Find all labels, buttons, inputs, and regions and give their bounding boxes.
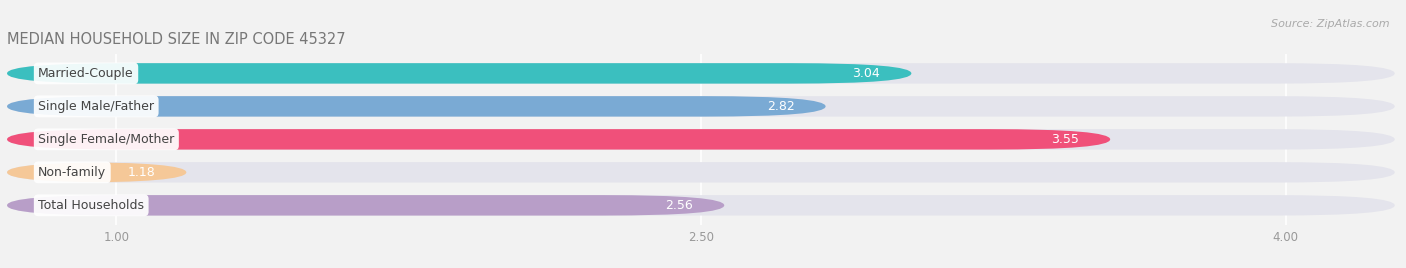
FancyBboxPatch shape [7,129,1395,150]
FancyBboxPatch shape [7,195,1395,215]
Text: Single Male/Father: Single Male/Father [38,100,155,113]
FancyBboxPatch shape [7,162,187,183]
Text: Single Female/Mother: Single Female/Mother [38,133,174,146]
Text: Source: ZipAtlas.com: Source: ZipAtlas.com [1271,19,1389,29]
Text: 1.18: 1.18 [128,166,155,179]
Text: MEDIAN HOUSEHOLD SIZE IN ZIP CODE 45327: MEDIAN HOUSEHOLD SIZE IN ZIP CODE 45327 [7,32,346,47]
Text: Total Households: Total Households [38,199,145,212]
FancyBboxPatch shape [7,96,825,117]
Text: 2.82: 2.82 [766,100,794,113]
FancyBboxPatch shape [7,129,1111,150]
FancyBboxPatch shape [7,63,911,84]
Text: 2.56: 2.56 [665,199,693,212]
FancyBboxPatch shape [7,195,724,215]
Text: 3.55: 3.55 [1052,133,1078,146]
FancyBboxPatch shape [7,96,1395,117]
FancyBboxPatch shape [7,63,1395,84]
FancyBboxPatch shape [7,162,1395,183]
Text: 3.04: 3.04 [852,67,880,80]
Text: Married-Couple: Married-Couple [38,67,134,80]
Text: Non-family: Non-family [38,166,107,179]
